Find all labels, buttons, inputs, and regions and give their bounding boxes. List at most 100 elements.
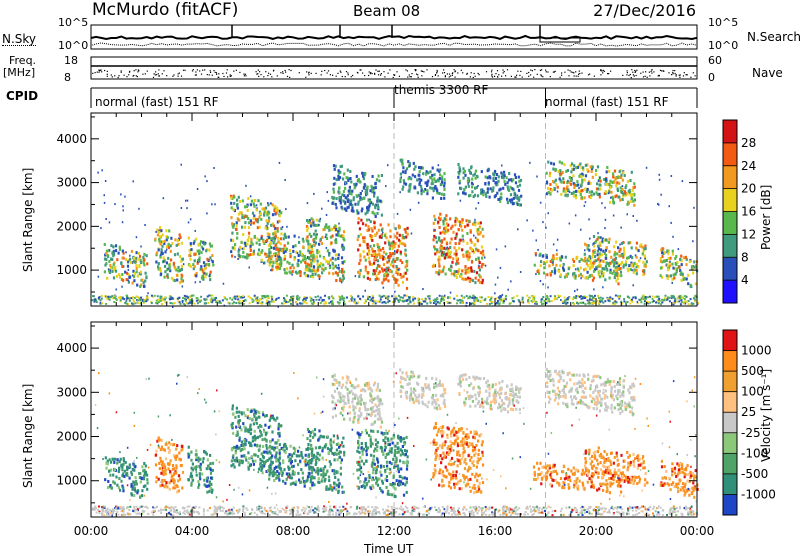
- power-echo-cell: [608, 170, 610, 173]
- power-ground-cell: [164, 299, 166, 301]
- power-echo-cell: [261, 207, 263, 210]
- power-noise-cell: [401, 176, 403, 178]
- power-echo-cell: [241, 241, 243, 244]
- power-echo-cell: [534, 264, 536, 267]
- nave-dot: [494, 76, 495, 77]
- power-noise-cell: [669, 205, 671, 207]
- power-echo-cell: [331, 228, 333, 231]
- power-ground-cell: [184, 298, 186, 300]
- power-noise-cell: [275, 255, 277, 257]
- power-noise-cell: [321, 208, 323, 210]
- power-echo-cell: [606, 262, 608, 265]
- power-echo-cell: [431, 187, 433, 190]
- nave-dot: [258, 76, 259, 77]
- power-echo-cell: [459, 180, 461, 183]
- nave-dot: [455, 71, 456, 72]
- power-ground-cell: [399, 299, 401, 301]
- power-echo-cell: [377, 243, 379, 246]
- power-echo-cell: [513, 197, 515, 200]
- power-echo-cell: [177, 266, 179, 269]
- power-echo-cell: [313, 254, 315, 257]
- power-echo-cell: [556, 257, 558, 260]
- power-echo-cell: [110, 244, 112, 247]
- velocity-ground-cell: [502, 510, 504, 512]
- nave-dot: [630, 74, 631, 75]
- power-echo-cell: [609, 180, 611, 183]
- power-ground-cell: [658, 298, 660, 300]
- power-echo-cell: [587, 188, 589, 191]
- power-echo-cell: [638, 259, 640, 262]
- power-echo-cell: [345, 196, 347, 199]
- power-echo-cell: [449, 256, 451, 259]
- nave-dot: [610, 71, 611, 72]
- power-echo-cell: [395, 227, 397, 230]
- power-echo-cell: [325, 260, 327, 263]
- velocity-ground-cell: [693, 513, 695, 515]
- power-noise-cell: [635, 254, 637, 256]
- power-echo-cell: [591, 256, 593, 259]
- power-echo-cell: [546, 172, 548, 175]
- power-ground-cell: [667, 296, 669, 298]
- power-ground-cell: [684, 298, 686, 300]
- nave-dot: [545, 70, 546, 71]
- nave-dot: [369, 71, 370, 72]
- power-noise-cell: [383, 256, 385, 258]
- velocity-ground-cell: [365, 510, 367, 512]
- power-ground-cell: [306, 297, 308, 299]
- power-echo-cell: [121, 265, 123, 268]
- power-echo-cell: [288, 236, 290, 239]
- power-echo-cell: [469, 255, 471, 258]
- nave-dot: [267, 75, 268, 76]
- velocity-ground-cell: [289, 513, 291, 515]
- power-echo-cell: [233, 202, 235, 205]
- nave-dot: [579, 73, 580, 74]
- nave-dot: [133, 76, 134, 77]
- power-echo-cell: [605, 249, 607, 252]
- velocity-ground-cell: [120, 506, 122, 508]
- power-echo-cell: [619, 170, 621, 173]
- power-echo-cell: [628, 256, 630, 259]
- power-noise-cell: [297, 252, 299, 254]
- nave-dot: [542, 76, 543, 77]
- power-echo-cell: [451, 261, 453, 264]
- velocity-ground-cell: [382, 509, 384, 511]
- nave-dot: [504, 71, 505, 72]
- power-ground-cell: [551, 300, 553, 302]
- power-noise-cell: [535, 273, 537, 275]
- power-ground-cell: [589, 299, 591, 301]
- power-echo-cell: [636, 272, 638, 275]
- power-echo-cell: [287, 242, 289, 245]
- power-echo-cell: [572, 272, 574, 275]
- nave-dot: [207, 74, 208, 75]
- velocity-ground-cell: [689, 509, 691, 511]
- power-echo-cell: [636, 269, 638, 272]
- power-echo-cell: [617, 282, 619, 285]
- power-ground-cell: [100, 299, 102, 301]
- power-echo-cell: [470, 165, 472, 168]
- power-echo-cell: [343, 230, 345, 233]
- power-echo-cell: [550, 162, 552, 165]
- power-ground-cell: [255, 300, 257, 302]
- power-ground-cell: [372, 300, 374, 302]
- nave-dot: [501, 76, 502, 77]
- power-echo-cell: [573, 186, 575, 189]
- power-ground-cell: [271, 301, 273, 303]
- power-ground-cell: [172, 303, 174, 305]
- power-echo-cell: [622, 179, 624, 182]
- velocity-ground-cell: [282, 508, 284, 510]
- power-ytick-label: 4000: [56, 132, 87, 146]
- power-echo-cell: [566, 194, 568, 197]
- nave-dot: [378, 74, 379, 75]
- power-noise-cell: [575, 268, 577, 270]
- nave-dot: [346, 71, 347, 72]
- nave-dot: [445, 75, 446, 76]
- power-echo-cell: [441, 175, 443, 178]
- power-echo-cell: [460, 225, 462, 228]
- power-echo-cell: [398, 284, 400, 287]
- nave-dot: [383, 71, 384, 72]
- nave-dot: [98, 70, 99, 71]
- power-echo-cell: [277, 230, 279, 233]
- velocity-ground-cell: [117, 514, 119, 516]
- power-echo-cell: [616, 252, 618, 255]
- velocity-ground-cell: [175, 506, 177, 508]
